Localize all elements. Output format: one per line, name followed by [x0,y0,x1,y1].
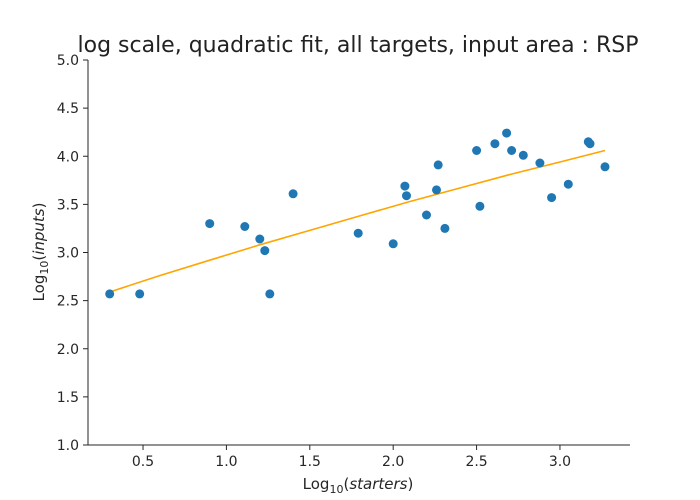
data-point [400,181,410,191]
y-axis-label: Log10(inputs) [30,203,51,302]
quadratic-fit-line [109,149,606,293]
data-point [422,210,431,220]
data-point [518,150,528,160]
data-point [135,289,145,299]
data-point [265,289,275,299]
x-axis-label-variable: starters [349,475,407,493]
data-point [502,128,512,138]
y-axis-label-close: ) [30,203,48,209]
data-point [433,160,443,170]
data-point [205,219,215,229]
data-point [563,179,573,189]
data-point [475,201,485,211]
data-point [585,139,595,149]
x-axis-label-subscript: 10 [329,483,343,496]
x-tick-label: 0.5 [132,454,154,470]
y-axis-ticks: 1.0 1.5 2.0 2.5 3.0 3.5 4.0 4.5 5.0 [57,53,88,454]
y-tick-label: 1.0 [57,438,79,454]
data-point [240,222,250,231]
data-point [255,234,265,244]
fit-line-layer [109,149,606,293]
x-axis-label: Log10(starters) [303,475,414,496]
data-point [388,239,398,249]
data-point [402,191,411,201]
y-axis-label-variable: inputs [30,208,48,255]
data-point [288,189,298,199]
y-tick-label: 5.0 [57,53,79,69]
x-tick-label: 1.5 [299,454,321,470]
data-point [490,139,500,149]
data-point [105,289,115,299]
x-tick-label: 2.0 [382,454,404,470]
x-axis-label-open: ( [343,475,349,493]
x-tick-label: 1.0 [215,454,237,470]
data-point [440,223,450,233]
x-tick-label: 3.0 [549,454,571,470]
y-tick-label: 2.0 [57,342,79,358]
x-tick-label: 2.5 [465,454,487,470]
data-point [353,228,363,238]
y-tick-label: 4.5 [57,101,79,117]
chart-title: log scale, quadratic fit, all targets, i… [78,33,639,58]
x-axis-label-prefix: Log [303,475,330,493]
y-axis-label-subscript: 10 [38,261,51,275]
y-tick-label: 2.5 [57,294,79,310]
y-tick-label: 1.5 [57,390,79,406]
data-point [547,193,557,203]
x-axis-ticks: 0.5 1.0 1.5 2.0 2.5 3.0 [132,445,571,470]
points-layer [105,128,610,299]
y-tick-label: 3.0 [57,246,79,262]
data-point [600,162,610,172]
y-axis-label-prefix: Log [30,275,48,302]
data-point [535,158,545,168]
data-point [472,146,482,155]
x-axis-label-close: ) [407,475,413,493]
data-point [432,185,441,195]
y-tick-label: 4.0 [57,149,79,165]
y-axis-label-open: ( [30,255,48,261]
data-point [260,246,270,256]
y-tick-label: 3.5 [57,197,79,213]
data-point [507,146,517,155]
